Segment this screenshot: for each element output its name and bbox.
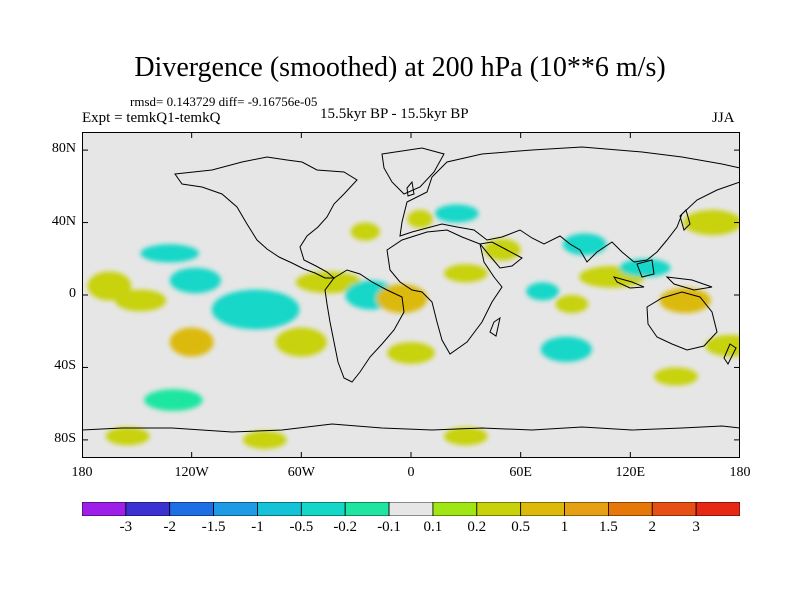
anomaly-field: [87, 204, 740, 449]
colorbar-label: -3: [119, 519, 133, 535]
colorbar-swatch: [651, 502, 697, 516]
anomaly-blob: [140, 244, 199, 263]
x-tick-label: 60W: [287, 465, 315, 480]
anomaly-blob: [619, 258, 671, 277]
anomaly-blob: [105, 427, 150, 446]
colorbar-label: -0.2: [333, 519, 358, 535]
colorbar-swatch: [169, 502, 214, 516]
colorbar: [82, 502, 740, 516]
colorbar-swatch: [213, 502, 258, 516]
period-label: 15.5kyr BP - 15.5kyr BP: [320, 106, 469, 122]
experiment-label: Expt = temkQ1-temkQ: [82, 110, 221, 126]
anomaly-blob: [562, 233, 607, 256]
season-label: JJA: [712, 110, 735, 126]
colorbar-label: 0.2: [467, 519, 487, 535]
colorbar-label: 0.1: [423, 519, 443, 535]
colorbar-swatch: [257, 502, 302, 516]
anomaly-blob: [87, 271, 132, 301]
x-tick-label: 0: [407, 465, 415, 480]
page-title: Divergence (smoothed) at 200 hPa (10**6 …: [134, 52, 666, 83]
anomaly-blob: [654, 367, 698, 386]
anomaly-blob: [169, 267, 221, 294]
colorbar-label: -1: [251, 519, 264, 535]
x-tick-label: 180: [729, 465, 751, 480]
y-tick-label: 80S: [54, 430, 76, 446]
anomaly-blob: [683, 209, 740, 236]
colorbar-swatch: [344, 502, 390, 516]
colorbar-swatch: [476, 502, 522, 516]
colorbar-swatch: [300, 502, 346, 516]
anomaly-blob: [443, 427, 488, 446]
anomaly-blob: [555, 295, 589, 314]
x-tick-label: 120E: [615, 465, 646, 480]
anomaly-blob: [114, 289, 167, 312]
colorbar-swatch: [608, 502, 653, 516]
anomaly-blob: [144, 389, 203, 411]
y-tick-label: 0: [69, 286, 76, 301]
anomaly-blob: [540, 336, 592, 363]
y-tick-label: 40N: [51, 213, 76, 229]
colorbar-label: -0.1: [377, 519, 401, 535]
divergence-map: [82, 132, 740, 458]
anomaly-blob: [705, 334, 740, 357]
x-tick-label: 180: [71, 465, 93, 480]
anomaly-blob: [387, 342, 435, 364]
colorbar-label: -1.5: [201, 519, 226, 535]
colorbar-swatch: [695, 502, 740, 516]
colorbar-swatch: [564, 502, 609, 516]
colorbar-label: 1.5: [599, 519, 618, 535]
coastlines: [82, 146, 740, 433]
anomaly-blob: [443, 264, 488, 283]
colorbar-label: 2: [648, 519, 657, 535]
anomaly-blob: [242, 430, 287, 449]
colorbar-swatch: [125, 502, 171, 516]
x-tick-label: 120W: [174, 465, 209, 480]
colorbar-swatch: [432, 502, 478, 516]
colorbar-label: 3: [692, 519, 700, 535]
colorbar-swatch: [388, 502, 434, 516]
anomaly-blob: [169, 327, 214, 357]
axis-ticks: [82, 132, 740, 458]
colorbar-label: -0.5: [289, 519, 314, 535]
anomaly-blob: [275, 327, 327, 357]
anomaly-blob: [484, 238, 521, 261]
colorbar-label: 1: [560, 519, 569, 535]
stats-label: rmsd= 0.143729 diff= -9.16756e-05: [130, 94, 318, 109]
y-tick-label: 80N: [51, 141, 76, 157]
colorbar-label: 0.5: [511, 519, 531, 535]
colorbar-swatch: [82, 502, 127, 516]
colorbar-label: -2: [163, 519, 176, 535]
anomaly-blob: [350, 222, 380, 241]
anomaly-blob: [211, 289, 300, 330]
colorbar-swatch: [520, 502, 565, 516]
y-tick-label: 40S: [54, 358, 76, 374]
anomaly-blob: [659, 287, 711, 314]
anomaly-blob: [295, 271, 362, 294]
x-tick-label: 60E: [509, 465, 532, 480]
anomaly-blob: [407, 209, 433, 228]
anomaly-blob: [526, 282, 560, 301]
anomaly-blob: [434, 204, 479, 223]
